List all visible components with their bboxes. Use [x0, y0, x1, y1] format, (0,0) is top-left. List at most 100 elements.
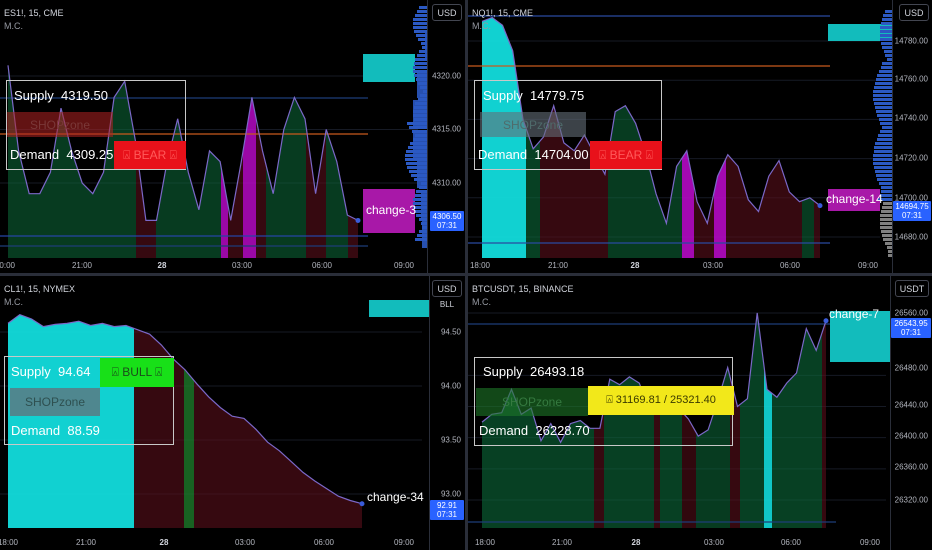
volume-profile-bar — [422, 46, 427, 49]
symbol-label[interactable]: NQ1!, 15, CME — [472, 8, 534, 18]
change-label: change-3 — [366, 203, 417, 217]
volume-profile-bar — [873, 158, 892, 161]
volume-profile-bar — [414, 106, 427, 109]
area-segment — [730, 313, 740, 528]
y-tick-label: 4310.00 — [432, 178, 461, 188]
volume-profile-bar — [419, 218, 427, 221]
volume-profile-bar — [407, 166, 427, 169]
volume-profile-bar — [874, 150, 892, 153]
volume-profile-bar — [885, 242, 892, 245]
volume-profile-bar — [415, 210, 427, 213]
supply-demand-box — [4, 356, 174, 445]
volume-profile-bar — [413, 22, 427, 25]
volume-profile-bar — [413, 26, 427, 29]
es1-price-plot[interactable] — [0, 0, 465, 273]
supply-block — [828, 24, 892, 41]
volume-profile-bar — [881, 190, 892, 193]
volume-profile-bar — [418, 38, 427, 41]
volume-profile-bar — [413, 70, 427, 73]
price-axis[interactable]: USD BLL 94.50 94.00 93.50 93.00 92.91 07:… — [429, 276, 465, 550]
volume-profile-bar — [882, 46, 892, 49]
volume-profile-bar — [882, 126, 892, 129]
demand-label: Demand 14704.00 — [478, 147, 589, 162]
y-tick-label: 26400.00 — [894, 431, 928, 441]
currency-button[interactable]: USD — [432, 4, 462, 21]
chart-pane-cl1[interactable]: CL1!, 15, NYMEX M.C. Supply 94.64 ⍓ BULL… — [0, 276, 465, 550]
supply-block — [369, 300, 429, 317]
shopzone-label: SHOPzone — [7, 112, 113, 137]
indicator-label[interactable]: M.C. — [472, 21, 491, 31]
change-label: change-34 — [367, 490, 424, 504]
volume-profile-bar — [406, 150, 427, 153]
volume-profile-bar — [888, 254, 892, 257]
y-tick-label: 26320.00 — [894, 495, 928, 505]
last-price-dot — [817, 203, 823, 209]
volume-profile-bar — [419, 50, 427, 53]
area-segment — [694, 17, 714, 258]
supply-demand-box — [6, 80, 186, 170]
currency-button[interactable]: USD — [899, 4, 929, 21]
volume-profile-bar — [414, 62, 427, 65]
indicator-label[interactable]: M.C. — [472, 297, 491, 307]
volume-profile-bar — [880, 30, 892, 33]
area-segment — [814, 17, 820, 258]
x-tick-label: 28 — [630, 261, 640, 270]
indicator-label[interactable]: M.C. — [4, 21, 23, 31]
volume-profile-bar — [421, 42, 427, 45]
y-tick-label: 4320.00 — [432, 71, 461, 81]
x-tick-label: 09:00 — [393, 538, 415, 547]
x-tick-label: 09:00 — [857, 261, 879, 270]
last-price-tag: 26543.95 07:31 — [891, 318, 931, 338]
volume-profile-bar — [877, 178, 892, 181]
nq1-price-plot[interactable] — [468, 0, 932, 273]
volume-profile-bar — [885, 54, 892, 57]
indicator-label[interactable]: M.C. — [4, 297, 23, 307]
chart-pane-btcusdt[interactable]: BTCUSDT, 15, BINANCE M.C. Supply 26493.1… — [468, 276, 932, 550]
volume-profile-bar — [874, 102, 892, 105]
demand-label: Demand 26228.70 — [479, 423, 590, 438]
supply-label: Supply 26493.18 — [483, 364, 585, 379]
area-segment — [256, 65, 266, 258]
volume-profile-bar — [873, 94, 892, 97]
volume-profile-bar — [415, 58, 427, 61]
chart-pane-nq1[interactable]: NQ1!, 15, CME M.C. Supply 14779.75 SHOPz… — [468, 0, 932, 273]
cl1-price-plot[interactable] — [0, 276, 465, 550]
volume-profile-bar — [884, 50, 892, 53]
y-tick-label: 14780.00 — [894, 36, 928, 46]
volume-profile-bar — [417, 10, 427, 13]
volume-profile-bar — [879, 182, 892, 185]
y-tick-label: 93.00 — [440, 489, 461, 499]
volume-profile-bar — [409, 126, 427, 129]
shopzone-label: SHOPzone — [476, 388, 588, 416]
volume-profile-bar — [412, 130, 427, 133]
last-price-dot — [823, 318, 829, 324]
supply-demand-box — [474, 80, 662, 170]
price-axis[interactable]: USDT 26560.00 26480.00 26440.00 26400.00… — [890, 276, 932, 550]
x-tick-label: 28 — [159, 538, 169, 547]
price-axis[interactable]: USD 14780.00 14760.00 14740.00 14720.00 … — [892, 0, 932, 273]
symbol-label[interactable]: BTCUSDT, 15, BINANCE — [472, 284, 574, 294]
volume-profile-bar — [416, 190, 427, 193]
volume-profile-bar — [413, 18, 427, 21]
btcusdt-price-plot[interactable] — [468, 276, 932, 550]
currency-button[interactable]: USDT — [895, 280, 929, 297]
chart-pane-es1[interactable]: ES1!, 15, CME M.C. Supply 4319.50 SHOPzo… — [0, 0, 465, 273]
symbol-label[interactable]: ES1!, 15, CME — [4, 8, 64, 18]
volume-profile-bar — [413, 138, 427, 141]
symbol-label[interactable]: CL1!, 15, NYMEX — [4, 284, 76, 294]
volume-profile-bar — [876, 174, 892, 177]
volume-profile-bar — [873, 162, 892, 165]
volume-profile-bar — [880, 194, 892, 197]
volume-profile-bar — [880, 26, 892, 29]
area-segment — [822, 313, 826, 528]
last-price-tag: 4306.50 07:31 — [430, 211, 464, 231]
price-axis[interactable]: USD 4320.00 4315.00 4310.00 4306.50 07:31 — [427, 0, 465, 273]
volume-profile-bar — [417, 234, 427, 237]
volume-profile-bar — [406, 162, 427, 165]
volume-profile-bar — [882, 206, 892, 209]
volume-profile-bar — [415, 194, 427, 197]
currency-button[interactable]: USD — [432, 280, 462, 297]
volume-profile-bar — [418, 82, 427, 85]
pane-divider-horizontal[interactable] — [0, 273, 932, 276]
signal-badge: ⍓ BULL ⍓ — [100, 358, 174, 387]
